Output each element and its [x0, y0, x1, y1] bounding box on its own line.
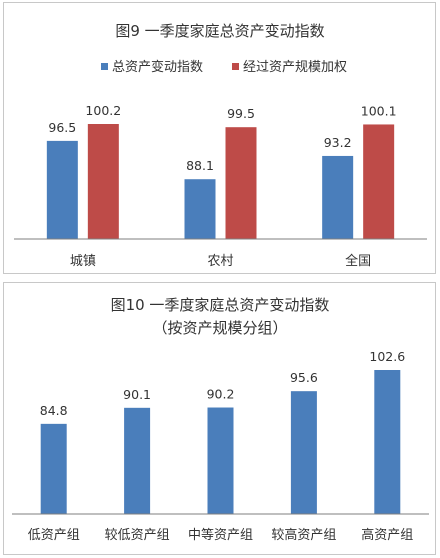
bar-2 [207, 407, 234, 514]
bar-0 [40, 423, 67, 514]
plot-area: 96.5 100.2 城镇 88.1 99.5 农村 93.2 100.1 全国 [14, 103, 427, 269]
plot-area: 84.8 低资产组 90.1 较低资产组 90.2 中等资产组 95.6 较高资产组 102.6… [12, 349, 429, 543]
data-label: 90.1 [123, 387, 151, 402]
x-tick-label: 低资产组 [28, 528, 80, 543]
data-label: 84.8 [40, 403, 68, 418]
x-tick-label: 较低资产组 [105, 528, 170, 543]
legend-label-total: 总资产变动指数 [112, 59, 203, 75]
bar-weighted-1 [225, 127, 257, 239]
data-label: 88.1 [186, 158, 214, 173]
data-label: 102.6 [369, 349, 405, 364]
chart-asset-index: 图9 一季度家庭总资产变动指数 总资产变动指数 经过资产规模加权 96.5 100… [14, 22, 427, 269]
data-label: 90.2 [207, 387, 235, 402]
bar-3 [290, 391, 317, 514]
x-tick-label: 农村 [207, 254, 233, 269]
chart-title: 图10 一季度家庭总资产变动指数 [111, 296, 330, 314]
legend-swatch-total [101, 63, 108, 70]
bar-1 [124, 407, 151, 514]
legend-swatch-weighted [232, 63, 239, 70]
x-tick-label: 城镇 [70, 254, 96, 269]
data-label: 96.5 [48, 120, 76, 135]
chart-subtitle: （按资产规模分组） [152, 319, 287, 337]
bar-total-1 [184, 179, 216, 239]
x-tick-label: 较高资产组 [271, 527, 336, 543]
data-label: 100.1 [361, 103, 397, 118]
x-tick-label: 全国 [345, 253, 371, 269]
legend: 总资产变动指数 经过资产规模加权 [101, 59, 347, 75]
x-tick-label: 中等资产组 [188, 527, 253, 543]
bar-4 [374, 370, 401, 514]
data-label: 93.2 [324, 135, 352, 150]
x-tick-label: 高资产组 [361, 527, 413, 543]
chart-title: 图9 一季度家庭总资产变动指数 [115, 22, 324, 40]
bar-total-0 [46, 140, 78, 239]
chart-panel-asset-index: 图9 一季度家庭总资产变动指数 总资产变动指数 经过资产规模加权 96.5 100… [3, 2, 436, 274]
bar-weighted-2 [363, 124, 395, 239]
chart-panel-asset-group-index: 图10 一季度家庭总资产变动指数 （按资产规模分组） 84.8 低资产组 90.1 较… [3, 282, 436, 555]
legend-label-weighted: 经过资产规模加权 [243, 59, 347, 75]
bar-weighted-0 [87, 124, 119, 239]
data-label: 95.6 [290, 370, 318, 385]
chart-asset-group-index: 图10 一季度家庭总资产变动指数 （按资产规模分组） 84.8 低资产组 90.1 较… [12, 296, 429, 543]
data-label: 99.5 [227, 106, 255, 121]
data-label: 100.2 [85, 103, 121, 118]
bar-total-2 [322, 155, 354, 239]
